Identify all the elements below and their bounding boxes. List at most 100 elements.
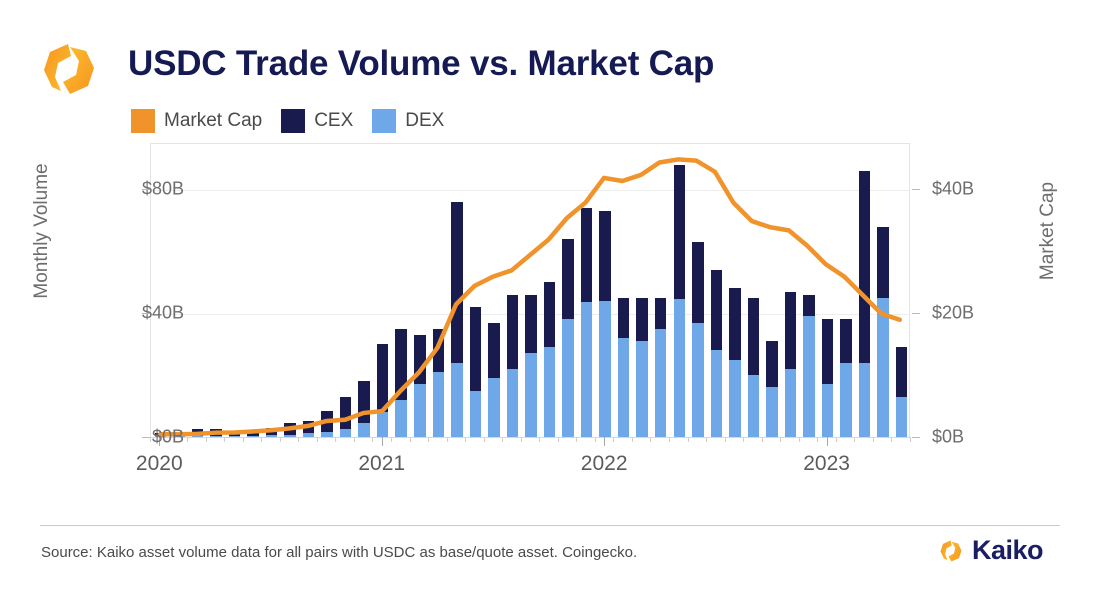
bar-segment-dex — [469, 390, 482, 437]
bar-segment-cex — [747, 297, 760, 376]
legend-label: Market Cap — [164, 110, 263, 131]
y-axis-right-tick-label: $0B — [932, 426, 965, 447]
page-title: USDC Trade Volume vs. Market Cap — [128, 44, 715, 83]
bar-segment-dex — [858, 362, 871, 437]
bar-segment-dex — [803, 316, 815, 437]
bar-group — [673, 164, 686, 437]
x-axis-minor-tick — [205, 437, 207, 442]
footer-brand: Kaiko — [938, 535, 1044, 566]
x-axis-major-tick — [159, 437, 161, 446]
x-axis-tick-label: 2023 — [803, 452, 850, 475]
market-cap-line-series — [151, 144, 909, 437]
bar-segment-dex — [210, 435, 222, 437]
x-axis-minor-tick — [428, 437, 430, 442]
bar-segment-dex — [655, 328, 667, 437]
x-axis-minor-tick — [594, 437, 596, 442]
bar-segment-cex — [488, 322, 500, 379]
bar-segment-dex — [525, 353, 537, 437]
bar-segment-dex — [821, 384, 834, 437]
bar-segment-cex — [451, 201, 463, 363]
bar-group — [636, 297, 648, 437]
x-axis-minor-tick — [835, 437, 837, 442]
x-axis-tick-label: 2020 — [135, 452, 183, 475]
y-axis-left-tick-label: $80B — [141, 178, 184, 199]
y-axis-left-tick-label: $0B — [151, 426, 184, 447]
bar-segment-cex — [358, 381, 370, 424]
bar-group — [543, 282, 556, 437]
x-axis-minor-tick — [520, 437, 522, 442]
bar-segment-dex — [265, 435, 278, 437]
y-axis-right-tick-label: $40B — [932, 178, 975, 199]
bar-segment-dex — [284, 434, 296, 437]
x-axis-minor-tick — [353, 437, 355, 442]
x-axis-minor-tick — [187, 437, 189, 442]
bar-segment-dex — [747, 375, 760, 437]
legend-swatch-icon — [281, 109, 306, 133]
bar-segment-dex — [191, 435, 204, 437]
bar-segment-dex — [339, 429, 352, 437]
x-axis-minor-tick — [798, 437, 800, 442]
x-axis-major-tick — [826, 437, 828, 446]
bar-segment-dex — [154, 436, 166, 437]
bar-segment-dex — [729, 359, 741, 437]
bar-group — [655, 297, 667, 437]
bar-segment-dex — [636, 341, 648, 437]
legend-label: CEX — [314, 110, 354, 131]
bar-segment-cex — [858, 170, 871, 363]
bar-segment-dex — [376, 412, 389, 437]
bar-segment-cex — [729, 288, 741, 360]
y-axis-left-tick-label: $40B — [141, 302, 184, 323]
bar-segment-dex — [562, 319, 574, 437]
x-axis-major-tick — [604, 437, 606, 446]
bar-segment-dex — [580, 302, 593, 437]
bar-segment-dex — [321, 432, 333, 437]
bar-segment-cex — [673, 164, 686, 300]
chart-header: USDC Trade Volume vs. Market Cap Market … — [0, 0, 1100, 133]
bar-segment-cex — [414, 334, 426, 385]
bar-group — [358, 381, 370, 437]
x-axis-minor-tick — [669, 437, 671, 442]
x-axis-minor-tick — [298, 437, 300, 442]
x-axis-minor-tick — [261, 437, 263, 442]
x-axis-major-tick — [381, 437, 383, 446]
bar-segment-cex — [895, 347, 908, 397]
y-axis-right-label: Market Cap — [1037, 181, 1058, 281]
gridline — [151, 190, 909, 192]
x-axis-minor-tick — [724, 437, 726, 442]
bar-group — [877, 226, 889, 437]
x-axis-minor-tick — [706, 437, 708, 442]
bar-segment-cex — [562, 238, 574, 320]
x-axis-minor-tick — [761, 437, 763, 442]
bar-group — [803, 294, 815, 437]
x-axis-minor-tick — [279, 437, 281, 442]
bar-segment-dex — [488, 378, 500, 437]
bar-segment-dex — [414, 384, 426, 437]
y-axis-right-tick-mark — [912, 189, 920, 191]
bar-group — [692, 242, 704, 437]
bar-segment-cex — [636, 297, 648, 342]
bar-group — [339, 396, 352, 437]
bar-group — [525, 294, 537, 437]
x-axis-labels: 2020 2021 2022 2023 — [136, 452, 910, 482]
bar-segment-cex — [376, 344, 389, 413]
chart-plot-wrapper: Monthly Volume Market Cap 2020 2021 2022 20… — [0, 140, 1100, 485]
bar-group — [432, 328, 445, 437]
bar-group — [617, 297, 630, 437]
bar-segment-dex — [673, 299, 686, 437]
bar-group — [710, 269, 723, 437]
x-axis-minor-tick — [242, 437, 244, 442]
bar-segment-dex — [617, 337, 630, 437]
bar-segment-cex — [784, 291, 797, 369]
x-axis-minor-tick — [409, 437, 411, 442]
bar-segment-cex — [543, 282, 556, 348]
y-axis-right-tick-mark — [912, 437, 920, 438]
x-axis-minor-tick — [687, 437, 689, 442]
bar-segment-cex — [506, 294, 519, 369]
bar-segment-dex — [840, 362, 852, 437]
bar-group — [451, 201, 463, 437]
bar-segment-cex — [339, 396, 352, 430]
bars-layer — [151, 144, 909, 437]
bar-segment-dex — [506, 368, 519, 437]
x-axis-minor-tick — [576, 437, 578, 442]
footer-divider — [40, 525, 1060, 526]
